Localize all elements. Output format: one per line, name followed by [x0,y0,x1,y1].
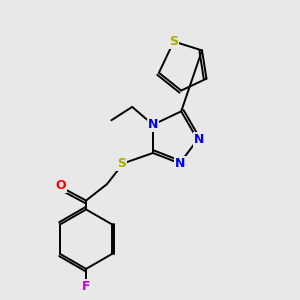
Text: S: S [117,157,126,170]
Text: N: N [148,118,158,131]
Text: N: N [175,157,185,170]
Text: N: N [194,133,204,146]
Text: F: F [82,280,90,293]
Text: S: S [169,35,178,48]
Text: O: O [55,179,66,192]
